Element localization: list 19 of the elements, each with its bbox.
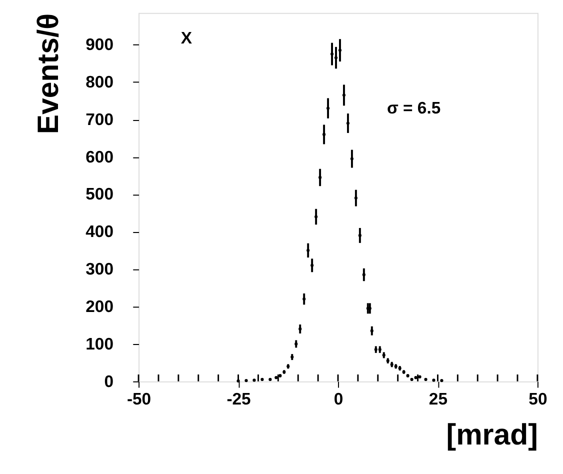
y-tick-label: 600 bbox=[86, 147, 114, 166]
annotation: σ = 6.5 bbox=[386, 98, 441, 118]
x-tick-label: 0 bbox=[334, 389, 344, 408]
annotation: X bbox=[180, 28, 192, 48]
x-tick-label: 50 bbox=[528, 389, 548, 408]
y-axis-title: Events/θ bbox=[32, 13, 66, 134]
x-tick-label: -50 bbox=[126, 389, 152, 408]
y-tick-label: 500 bbox=[86, 184, 114, 204]
y-tick-label: 900 bbox=[86, 35, 114, 54]
y-tick-label: 100 bbox=[86, 334, 114, 354]
y-tick-label: 400 bbox=[86, 222, 114, 242]
x-axis-title: [mrad] bbox=[446, 418, 538, 452]
y-tick-label: 800 bbox=[86, 72, 114, 92]
y-tick-label: 300 bbox=[86, 260, 114, 279]
x-tick-label: -25 bbox=[226, 389, 251, 408]
y-tick-label: 200 bbox=[86, 296, 114, 316]
y-tick-label: 700 bbox=[86, 110, 114, 129]
x-tick-label: 25 bbox=[428, 389, 448, 408]
y-tick-label: 0 bbox=[104, 372, 114, 391]
